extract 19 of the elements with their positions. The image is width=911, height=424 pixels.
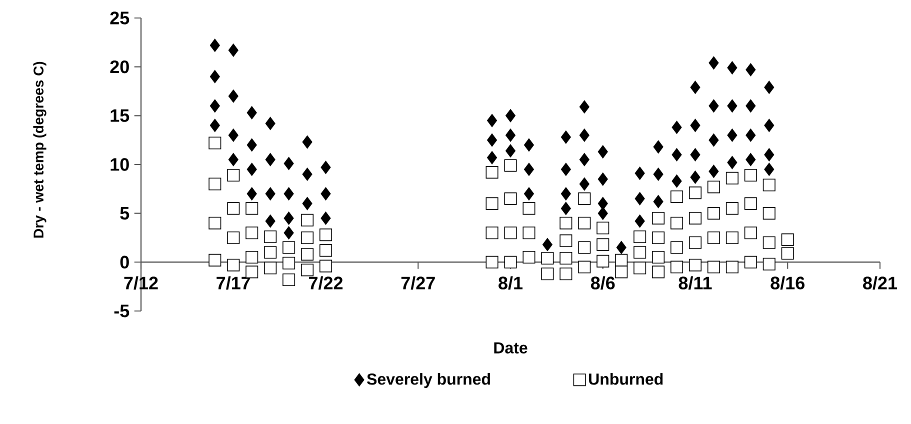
y-tick-label: 25 <box>110 12 130 24</box>
x-tick-label: 8/16 <box>770 276 804 290</box>
y-tick-label: 10 <box>110 158 129 171</box>
y-axis-title: Dry - wet temp (degrees C) <box>33 62 46 238</box>
legend-label: Unburned <box>589 373 663 385</box>
x-tick-label: 8/11 <box>678 276 712 290</box>
x-tick-label: 8/6 <box>590 276 615 290</box>
y-tick-label: 15 <box>110 109 130 122</box>
x-tick-label: 8/1 <box>498 276 523 290</box>
y-tick-label: -5 <box>114 304 130 318</box>
x-tick-label: 8/21 <box>863 276 898 290</box>
x-tick-label: 7/17 <box>216 276 250 290</box>
y-tick-label: 5 <box>120 207 130 220</box>
x-tick-label: 7/22 <box>309 276 343 290</box>
y-tick-label: 0 <box>120 256 129 269</box>
x-tick-label: 7/27 <box>401 276 435 290</box>
y-tick-label: 20 <box>110 60 129 74</box>
x-axis-title: Date <box>494 342 528 354</box>
legend-label: Severely burned <box>367 373 490 388</box>
